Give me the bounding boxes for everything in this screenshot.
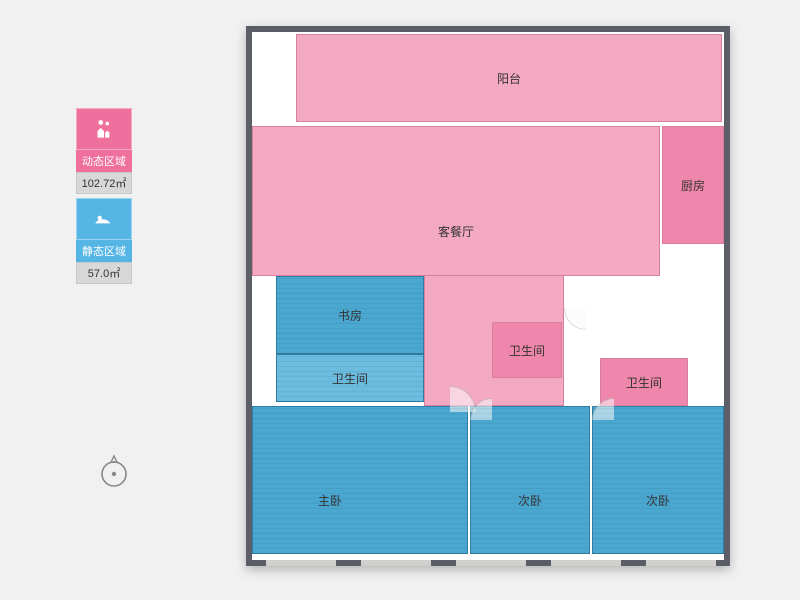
zone-master: 主卧 [252, 406, 468, 554]
legend-static-title: 静态区域 [76, 240, 132, 262]
zone-bath_r-label: 卫生间 [626, 374, 662, 391]
sill-0 [266, 560, 336, 566]
legend-static: 静态区域57.0㎡ [76, 198, 132, 284]
zone-kitchen: 厨房 [662, 126, 724, 244]
legend-dynamic: 动态区域102.72㎡ [76, 108, 132, 194]
legend-static-value: 57.0㎡ [76, 262, 132, 284]
sill-2 [456, 560, 526, 566]
door-arc-2 [564, 286, 608, 330]
sill-3 [551, 560, 621, 566]
legend-dynamic-swatch [76, 108, 132, 150]
zone-balcony: 阳台 [296, 34, 722, 122]
zone-living: 客餐厅 [252, 126, 660, 276]
floorplan: 阳台客餐厅厨房卫生间卫生间书房卫生间主卧次卧次卧 [246, 26, 730, 566]
legend-dynamic-value: 102.72㎡ [76, 172, 132, 194]
zone-master-label: 主卧 [318, 492, 342, 509]
zone-bed3-label: 次卧 [646, 492, 670, 509]
stage: 动态区域102.72㎡静态区域57.0㎡阳台客餐厅厨房卫生间卫生间书房卫生间主卧… [0, 0, 800, 600]
zone-bath_c-label: 卫生间 [509, 342, 545, 359]
zone-bed2: 次卧 [470, 406, 590, 554]
zone-balcony-label: 阳台 [497, 70, 521, 87]
zone-bath_l-label: 卫生间 [332, 370, 368, 387]
legend-static-swatch [76, 198, 132, 240]
zone-bed3: 次卧 [592, 406, 724, 554]
zone-bath_l: 卫生间 [276, 354, 424, 402]
sill-4 [646, 560, 716, 566]
zone-living-label: 客餐厅 [438, 223, 474, 240]
legend-dynamic-title: 动态区域 [76, 150, 132, 172]
zone-study-label: 书房 [338, 307, 362, 324]
zone-study: 书房 [276, 276, 424, 354]
zone-kitchen-label: 厨房 [681, 177, 705, 194]
sill-1 [361, 560, 431, 566]
zone-bed2-label: 次卧 [518, 492, 542, 509]
compass-icon [96, 454, 132, 490]
zone-bath_c: 卫生间 [492, 322, 562, 378]
